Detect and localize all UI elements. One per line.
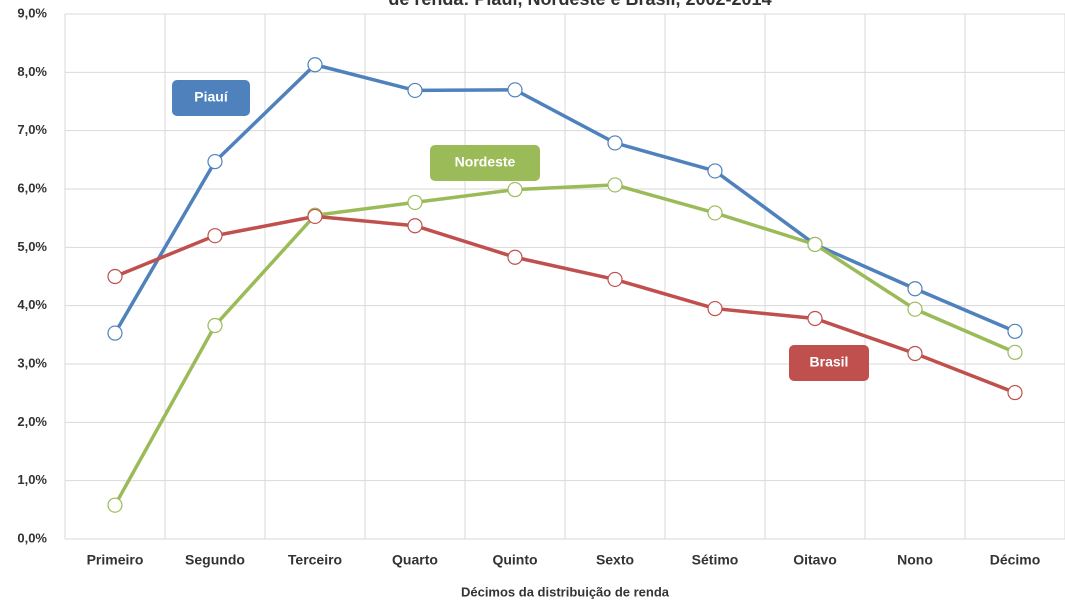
y-tick-label: 3,0% — [17, 355, 47, 370]
legend-label: Piauí — [194, 89, 229, 105]
data-point — [807, 310, 823, 327]
data-point — [607, 177, 623, 193]
x-tick-label: Sétimo — [692, 552, 739, 568]
data-point — [407, 218, 423, 234]
data-point — [307, 57, 323, 73]
x-tick-label: Sexto — [596, 552, 634, 568]
data-point — [907, 345, 923, 362]
x-tick-label: Primeiro — [87, 552, 144, 568]
y-tick-label: 7,0% — [17, 122, 47, 137]
x-tick-label: Quarto — [392, 552, 438, 568]
data-point — [107, 268, 123, 285]
y-tick-label: 8,0% — [17, 64, 47, 79]
data-point — [207, 228, 223, 244]
legend-label: Nordeste — [455, 154, 516, 170]
data-point — [507, 82, 523, 98]
data-point — [707, 205, 723, 221]
y-tick-label: 6,0% — [17, 180, 47, 195]
data-point — [907, 281, 923, 297]
x-tick-label: Terceiro — [288, 552, 342, 568]
series-line — [113, 183, 1016, 507]
data-point — [1007, 384, 1023, 401]
legend-box — [430, 145, 540, 181]
data-point — [207, 153, 223, 170]
data-point — [507, 181, 523, 198]
data-point — [407, 82, 423, 99]
data-point — [807, 236, 823, 253]
data-point — [1007, 344, 1023, 360]
x-tick-label: Quinto — [492, 552, 537, 568]
data-point — [607, 271, 623, 288]
legend-box — [789, 345, 869, 381]
series-line — [114, 214, 1016, 395]
data-point — [707, 300, 723, 317]
data-point — [707, 163, 723, 179]
y-tick-label: 1,0% — [17, 472, 47, 487]
series-line — [113, 62, 1016, 334]
x-tick-label: Nono — [897, 552, 933, 568]
y-tick-label: 4,0% — [17, 297, 47, 312]
data-point — [107, 497, 123, 513]
legend-label: Brasil — [810, 354, 849, 370]
y-tick-label: 0,0% — [17, 530, 47, 545]
data-point — [407, 194, 423, 211]
data-point — [207, 317, 223, 334]
x-tick-label: Décimo — [990, 552, 1041, 568]
x-tick-label: Segundo — [185, 552, 245, 568]
y-tick-label: 2,0% — [17, 414, 47, 429]
data-point — [907, 301, 923, 317]
data-point — [507, 249, 523, 265]
y-tick-label: 9,0% — [17, 5, 47, 20]
data-point — [1007, 323, 1023, 339]
data-point — [607, 135, 623, 151]
data-point — [307, 208, 323, 225]
chart-title: de renda: Piauí, Nordeste e Brasil, 2002… — [388, 0, 771, 9]
x-axis-label: Décimos da distribuição de renda — [461, 584, 670, 599]
x-tick-label: Oitavo — [793, 552, 837, 568]
data-point — [107, 325, 123, 341]
y-tick-label: 5,0% — [17, 239, 47, 254]
legend-box — [172, 80, 250, 116]
